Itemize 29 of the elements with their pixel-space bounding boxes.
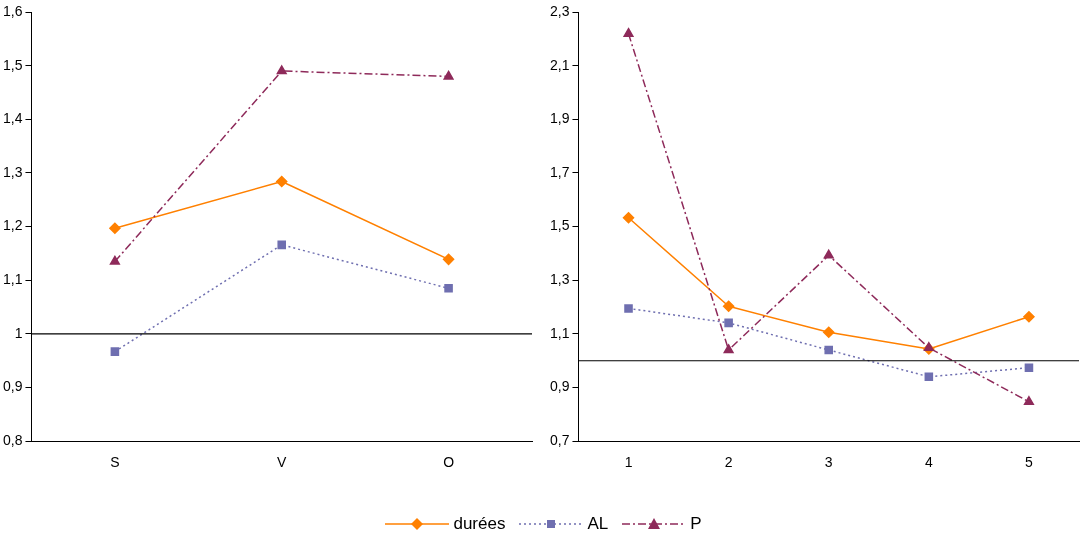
x-tick-label: 3 xyxy=(824,454,833,471)
y-tick-label: 0,9 xyxy=(549,378,570,395)
x-tick-label: 5 xyxy=(1025,454,1034,471)
y-tick-label: 1,9 xyxy=(549,110,570,127)
legend-label: AL xyxy=(587,514,609,534)
y-tick-label: 1,1 xyxy=(549,324,570,341)
y-tick-label: 1 xyxy=(14,324,23,341)
x-tick-label: O xyxy=(443,454,455,471)
x-tick-label: 1 xyxy=(624,454,633,471)
y-tick-label: 1,1 xyxy=(2,271,23,288)
y-tick-label: 0,9 xyxy=(2,378,23,395)
y-tick-label: 2,3 xyxy=(549,2,570,19)
x-tick-label: S xyxy=(110,454,120,471)
y-tick-label: 1,6 xyxy=(2,2,23,19)
y-tick-label: 1,5 xyxy=(549,217,570,234)
y-tick-label: 1,3 xyxy=(549,271,570,288)
x-tick-label: V xyxy=(277,454,288,471)
y-tick-label: 1,4 xyxy=(2,110,23,127)
y-tick-label: 0,8 xyxy=(2,432,23,449)
y-tick-label: 0,7 xyxy=(549,432,570,449)
x-tick-label: 2 xyxy=(724,454,733,471)
y-tick-label: 1,5 xyxy=(2,56,23,73)
y-tick-label: 1,2 xyxy=(2,217,23,234)
legend-label: P xyxy=(690,514,702,534)
y-tick-label: 2,1 xyxy=(549,56,570,73)
x-tick-label: 4 xyxy=(924,454,933,471)
y-tick-label: 1,3 xyxy=(2,163,23,180)
y-tick-label: 1,7 xyxy=(549,163,570,180)
legend-label: durées xyxy=(453,514,506,534)
